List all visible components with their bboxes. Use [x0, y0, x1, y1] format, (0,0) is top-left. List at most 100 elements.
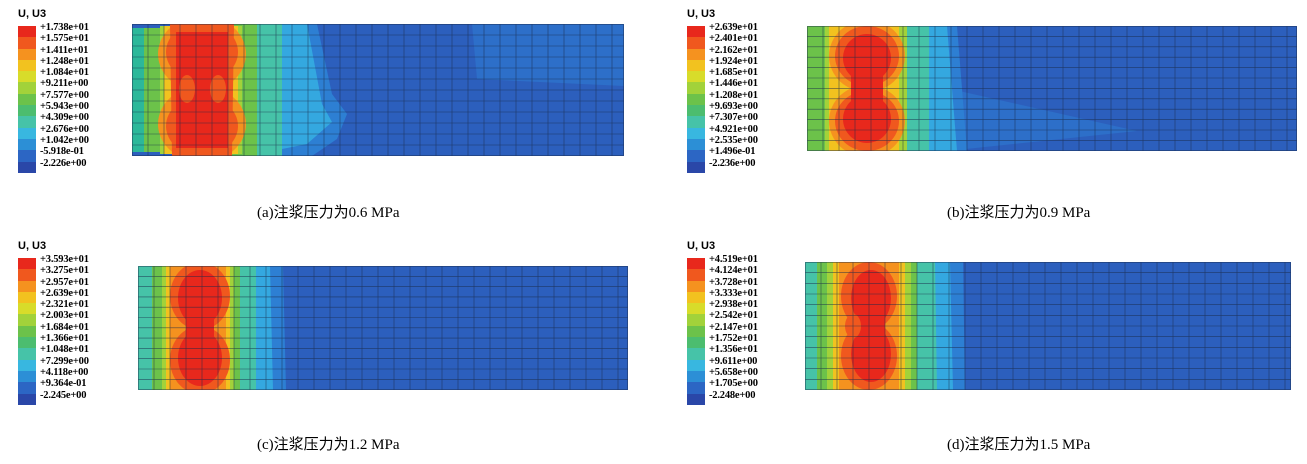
legend-value: +1.924e+01 — [709, 55, 758, 67]
legend-swatch — [18, 127, 36, 139]
legend-swatch — [687, 105, 705, 117]
legend-value: +1.356e+01 — [709, 344, 758, 356]
legend-value: +4.921e+00 — [709, 123, 758, 135]
legend-value: +7.299e+00 — [40, 355, 89, 367]
legend-title: U, U3 — [18, 8, 47, 20]
legend-value: +1.496e-01 — [709, 146, 756, 158]
legend-swatch — [687, 59, 705, 72]
legend-value: +4.519e+01 — [709, 254, 758, 265]
legend-swatch — [18, 382, 36, 394]
legend-value: +7.577e+00 — [40, 89, 89, 101]
legend-swatch — [18, 82, 36, 94]
legend-swatch — [18, 291, 36, 304]
legend-value: +2.535e+00 — [709, 134, 758, 146]
legend-swatch — [18, 59, 36, 72]
legend-value: +1.705e+00 — [709, 378, 758, 390]
legend-value: +1.411e+01 — [40, 44, 89, 56]
panel-caption: (a)注浆压力为0.6 MPa — [257, 205, 400, 221]
legend-swatch — [687, 116, 705, 128]
legend-swatch — [18, 370, 36, 383]
contour-plot — [138, 266, 628, 390]
legend-value: +2.957e+01 — [40, 276, 89, 288]
legend-value: +2.321e+01 — [40, 299, 89, 311]
panel-caption: (c)注浆压力为1.2 MPa — [257, 437, 400, 453]
legend-value: +5.658e+00 — [709, 366, 758, 378]
legend-labels: +4.519e+01 +4.124e+01 +3.728e+01 +3.333e… — [709, 254, 758, 401]
legend-swatch — [687, 337, 705, 349]
panel-caption: (b)注浆压力为0.9 MPa — [947, 205, 1091, 221]
legend-value: +2.162e+01 — [709, 44, 758, 56]
legend-swatch — [18, 93, 36, 106]
legend-swatches — [687, 258, 705, 405]
legend-value: +2.676e+00 — [40, 123, 89, 135]
panel-d: U, U3 +4.519e+01 +4.124e+01 +3.728e+01 +… — [669, 232, 1307, 464]
legend-value: +4.118e+00 — [40, 366, 89, 378]
legend-swatch — [687, 359, 705, 371]
legend-swatch — [687, 138, 705, 151]
legend-swatch — [18, 71, 36, 83]
legend-value: +2.147e+01 — [709, 321, 758, 333]
legend-swatch — [18, 26, 36, 38]
legend-swatch — [18, 280, 36, 292]
legend-title: U, U3 — [18, 240, 47, 252]
legend-value: +2.639e+01 — [709, 22, 758, 33]
legend-value: -2.236e+00 — [709, 157, 756, 169]
legend-value: +4.124e+01 — [709, 265, 758, 277]
legend-value: +9.364e-01 — [40, 378, 87, 390]
legend-swatch — [18, 314, 36, 326]
legend-value: +1.575e+01 — [40, 33, 89, 45]
contour-plot — [807, 26, 1297, 151]
legend-title: U, U3 — [687, 240, 716, 252]
legend-swatch — [687, 393, 705, 405]
legend-swatch — [687, 26, 705, 38]
legend-value: +2.542e+01 — [709, 310, 758, 322]
legend-value: +2.003e+01 — [40, 310, 89, 322]
legend-swatches — [687, 26, 705, 173]
legend-swatch — [687, 314, 705, 326]
legend-value: +1.738e+01 — [40, 22, 89, 33]
legend-swatch — [18, 48, 36, 60]
legend-value: +4.309e+00 — [40, 112, 89, 124]
legend-swatch — [18, 116, 36, 128]
legend-swatch — [687, 127, 705, 139]
panel-a: U, U3 +1.738e+01 +1.575e+01 +1.411e+01 +… — [0, 0, 650, 232]
legend-swatch — [18, 393, 36, 405]
legend-value: +9.211e+00 — [40, 78, 89, 90]
legend-value: +1.048e+01 — [40, 344, 89, 356]
legend-swatch — [18, 348, 36, 360]
legend-swatch — [687, 382, 705, 394]
legend-swatch — [687, 82, 705, 94]
legend-swatch — [687, 348, 705, 360]
legend-swatch — [18, 359, 36, 371]
legend-labels: +1.738e+01 +1.575e+01 +1.411e+01 +1.248e… — [40, 22, 89, 169]
legend-swatch — [18, 337, 36, 349]
legend-value: +3.728e+01 — [709, 276, 758, 288]
legend-swatch — [18, 269, 36, 281]
contour-plot — [132, 24, 624, 156]
legend-swatch — [687, 291, 705, 304]
legend-value: +1.248e+01 — [40, 55, 89, 67]
legend-labels: +2.639e+01 +2.401e+01 +2.162e+01 +1.924e… — [709, 22, 758, 169]
legend-swatch — [687, 161, 705, 173]
legend-swatch — [687, 37, 705, 49]
contour-plot — [805, 262, 1291, 390]
legend-value: +2.401e+01 — [709, 33, 758, 45]
legend-swatch — [687, 370, 705, 383]
legend-swatch — [687, 258, 705, 270]
legend-swatch — [18, 138, 36, 151]
legend-value: +1.042e+00 — [40, 134, 89, 146]
legend-value: -2.248e+00 — [709, 389, 756, 401]
legend-value: +1.084e+01 — [40, 67, 89, 79]
legend-value: -2.226e+00 — [40, 157, 87, 169]
panel-b: U, U3 +2.639e+01 +2.401e+01 +2.162e+01 +… — [669, 0, 1307, 232]
legend-value: +1.684e+01 — [40, 321, 89, 333]
panel-c: U, U3 +3.593e+01 +3.275e+01 +2.957e+01 +… — [0, 232, 650, 464]
legend-swatch — [18, 37, 36, 49]
legend-value: +3.593e+01 — [40, 254, 89, 265]
legend-value: +7.307e+00 — [709, 112, 758, 124]
legend-value: +1.752e+01 — [709, 333, 758, 345]
legend-swatch — [687, 71, 705, 83]
legend-value: +3.333e+01 — [709, 287, 758, 299]
legend-title: U, U3 — [687, 8, 716, 20]
legend-swatch — [18, 325, 36, 338]
